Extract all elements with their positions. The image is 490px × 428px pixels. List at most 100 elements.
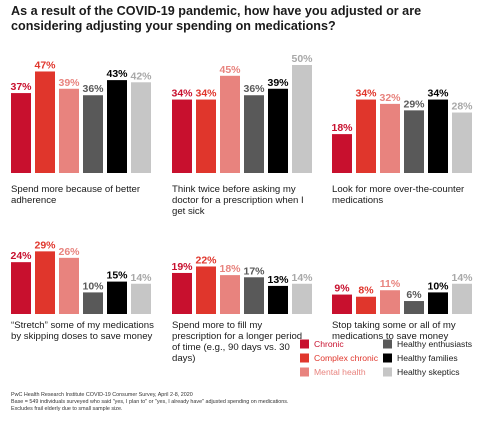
data-label-chronic: 19%	[171, 261, 193, 273]
data-label-healthy-skeptics: 14%	[130, 272, 152, 284]
bar-healthy-skeptics	[292, 283, 312, 314]
source-note: PwC Health Research Institute COVID-19 C…	[11, 392, 193, 398]
data-label-healthy-skeptics: 50%	[291, 53, 313, 65]
bar-healthy-skeptics	[452, 112, 472, 173]
legend-swatch-mental-health	[300, 367, 309, 377]
data-label-chronic: 9%	[334, 283, 350, 295]
bar-healthy-skeptics	[452, 283, 472, 314]
data-label-complex-chronic: 34%	[355, 88, 377, 100]
panel-caption-line: Look for more over-the-counter	[332, 184, 465, 195]
data-label-chronic: 34%	[171, 88, 193, 100]
bar-healthy-families	[107, 80, 127, 173]
legend-label-healthy-families: Healthy families	[397, 353, 458, 363]
data-label-healthy-enthusiasts: 36%	[82, 83, 104, 95]
bar-complex-chronic	[35, 71, 55, 173]
chart-panel-4: 24%29%26% 10%15% 14% “Stretch” some of my m…	[10, 239, 154, 342]
bar-healthy-enthusiasts	[83, 95, 103, 173]
panel-caption-line: medications to save money	[332, 331, 448, 342]
bar-healthy-families	[268, 88, 288, 173]
legend-swatch-healthy-families	[383, 353, 392, 363]
bar-mental-health	[380, 103, 400, 173]
bar-chronic	[332, 294, 352, 314]
data-label-complex-chronic: 29%	[34, 239, 56, 251]
bar-healthy-enthusiasts	[404, 110, 424, 173]
bar-healthy-enthusiasts	[404, 301, 424, 314]
panel-caption-line: Spend more to fill my	[172, 320, 262, 331]
bar-complex-chronic	[35, 251, 55, 314]
bar-healthy-families	[428, 292, 448, 314]
panel-caption-line: Spend more because of better	[11, 184, 141, 195]
bar-chronic	[332, 134, 352, 173]
legend-swatch-chronic	[300, 339, 309, 349]
data-label-complex-chronic: 8%	[358, 285, 374, 297]
bar-mental-health	[59, 88, 79, 173]
bar-healthy-skeptics	[131, 82, 151, 173]
bar-healthy-skeptics	[292, 65, 312, 173]
data-label-chronic: 18%	[331, 122, 353, 134]
data-label-healthy-families: 15%	[106, 270, 128, 282]
chart-panel-3: 18%34% 32%29%34%28%Look for more over-the…	[331, 88, 473, 206]
bar-complex-chronic	[196, 266, 216, 314]
bar-chronic	[172, 272, 192, 314]
data-label-mental-health: 26%	[58, 246, 80, 258]
legend: Chronic Complex chronic Mental health Healt…	[300, 339, 472, 377]
chart-panel-6: 9% 8% 11% 6% 10%14% Stop taking some or all o…	[332, 272, 473, 342]
data-label-healthy-families: 43%	[106, 68, 128, 80]
data-label-mental-health: 32%	[379, 92, 401, 104]
chart-title: As a result of the COVID-19 pandemic, ho…	[11, 4, 422, 33]
data-label-healthy-enthusiasts: 6%	[406, 289, 422, 301]
panel-caption-line: get sick	[172, 206, 205, 217]
panel-caption-line: days)	[172, 353, 195, 364]
data-label-healthy-families: 10%	[427, 280, 449, 292]
bar-healthy-families	[428, 99, 448, 173]
data-label-healthy-skeptics: 42%	[130, 70, 152, 82]
data-label-mental-health: 39%	[58, 77, 80, 89]
chart-panel-1: 37%47%39%36%43% 42% Spend more because of …	[10, 59, 152, 206]
data-label-mental-health: 11%	[380, 278, 401, 290]
data-label-healthy-families: 34%	[427, 88, 449, 100]
legend-label-healthy-enthusiasts: Healthy enthusiasts	[397, 339, 472, 349]
bar-chronic	[11, 262, 31, 314]
bar-mental-health	[380, 290, 400, 314]
panel-caption-line: medications	[332, 195, 383, 206]
data-label-healthy-enthusiasts: 29%	[403, 98, 425, 110]
panel-caption-line: doctor for a prescription when I	[172, 195, 304, 206]
legend-swatch-complex-chronic	[300, 353, 309, 363]
data-label-complex-chronic: 47%	[34, 59, 56, 71]
bar-chronic	[11, 93, 31, 173]
legend-label-chronic: Chronic	[314, 339, 344, 349]
legend-label-healthy-skeptics: Healthy skeptics	[397, 367, 460, 377]
panel-caption-line: by skipping doses to save money	[11, 331, 153, 342]
bar-mental-health	[220, 75, 240, 173]
data-label-healthy-enthusiasts: 10%	[82, 280, 104, 292]
chart-panel-5: 19%22%18% 17%13% 14% Spend more to fill myp…	[171, 254, 313, 364]
data-label-healthy-families: 13%	[267, 274, 289, 286]
panel-caption-line: of time (e.g., 90 days vs. 30	[172, 342, 290, 353]
data-label-healthy-enthusiasts: 36%	[243, 83, 265, 95]
legend-label-mental-health: Mental health	[314, 367, 366, 377]
data-label-healthy-skeptics: 28%	[451, 101, 473, 113]
data-label-mental-health: 18%	[219, 263, 241, 275]
data-label-complex-chronic: 22%	[195, 254, 217, 266]
bar-healthy-families	[107, 281, 127, 314]
legend-swatch-healthy-skeptics	[383, 367, 392, 377]
bar-mental-health	[59, 257, 79, 314]
data-label-mental-health: 45%	[219, 64, 241, 76]
data-label-healthy-enthusiasts: 17%	[243, 265, 265, 277]
data-label-healthy-families: 39%	[267, 77, 289, 89]
panel-caption-line: Stop taking some or all of my	[332, 320, 456, 331]
data-label-chronic: 37%	[10, 81, 32, 93]
exclusion-note: Excludes frail elderly due to small samp…	[11, 406, 123, 412]
bar-chronic	[172, 99, 192, 173]
panel-caption-line: “Stretch” some of my medications	[11, 320, 154, 331]
bar-healthy-families	[268, 285, 288, 314]
legend-swatch-healthy-enthusiasts	[383, 339, 392, 349]
bar-healthy-enthusiasts	[83, 292, 103, 314]
bar-complex-chronic	[356, 99, 376, 173]
bar-mental-health	[220, 275, 240, 314]
bar-healthy-enthusiasts	[244, 277, 264, 314]
legend-label-complex-chronic: Complex chronic	[314, 353, 379, 363]
base-note: Base = 549 individuals surveyed who said…	[11, 399, 289, 405]
